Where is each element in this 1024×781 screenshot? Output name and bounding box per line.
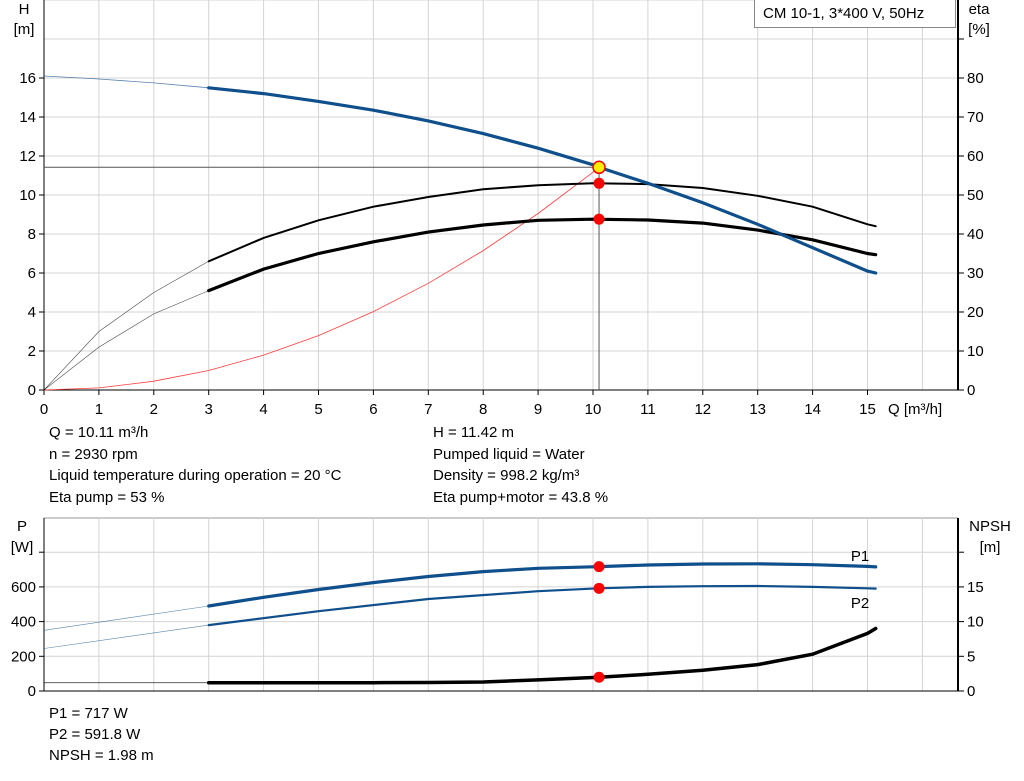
y-tick-label-left: 400 xyxy=(11,614,36,631)
info-npsh: NPSH = 1.98 m xyxy=(49,747,154,764)
eta-pump-motor-curve-extrapolated xyxy=(43,290,209,391)
y-tick-label-left: 0 xyxy=(28,382,36,399)
y-tick-label-left: 600 xyxy=(11,579,36,596)
y-axis-label-left: H xyxy=(19,1,30,18)
x-tick-label: 7 xyxy=(424,401,432,418)
info-q: Q = 10.11 m³/h xyxy=(49,424,149,441)
y-tick-label-left: 12 xyxy=(19,148,36,165)
x-tick-label: 15 xyxy=(859,401,876,418)
y-axis-label-left-unit: [W] xyxy=(11,539,34,556)
x-tick-label: 1 xyxy=(95,401,103,418)
x-axis-label: Q [m³/h] xyxy=(888,401,942,418)
y-tick-label-right: 15 xyxy=(967,579,984,596)
x-tick-label: 10 xyxy=(585,401,602,418)
x-tick-label: 13 xyxy=(749,401,766,418)
y-axis-label-right-unit: [%] xyxy=(968,21,990,38)
x-tick-label: 9 xyxy=(534,401,542,418)
y-tick-label-left: 2 xyxy=(28,343,36,360)
y-tick-label-right: 0 xyxy=(967,382,975,399)
x-tick-label: 3 xyxy=(205,401,213,418)
p2-curve-extrapolated xyxy=(43,624,209,649)
x-axis-label-bg xyxy=(884,397,956,417)
duty-point-eta-pump xyxy=(593,177,605,189)
duty-point-npsh xyxy=(593,671,605,683)
p1-curve-extrapolated xyxy=(43,605,209,631)
eta-pump-curve-extrapolated xyxy=(43,261,209,391)
y-tick-label-right: 10 xyxy=(967,614,984,631)
head-curve xyxy=(207,86,878,275)
y-tick-label-left: 0 xyxy=(28,683,36,700)
system-curve xyxy=(43,166,600,391)
eta-pump-curve xyxy=(207,182,877,263)
info-density: Density = 998.2 kg/m³ xyxy=(433,467,580,484)
y-tick-label-left: 200 xyxy=(11,648,36,665)
y-axis-label-right: eta xyxy=(969,1,991,18)
info-h: H = 11.42 m xyxy=(433,424,515,441)
y-tick-label-right: 5 xyxy=(967,648,975,665)
y-tick-label-left: 6 xyxy=(28,265,36,282)
duty-point-eta-pump-motor xyxy=(593,213,605,225)
info-eta-pump: Eta pump = 53 % xyxy=(49,489,165,506)
info-temperature: Liquid temperature during operation = 20… xyxy=(49,467,342,484)
y-tick-label-right: 80 xyxy=(967,70,984,87)
y-tick-label-left: 16 xyxy=(19,70,36,87)
y-axis-label-left: P xyxy=(17,518,27,535)
y-tick-label-left: 4 xyxy=(28,304,36,321)
x-tick-label: 4 xyxy=(259,401,267,418)
duty-point-p2 xyxy=(593,582,605,594)
info-p1: P1 = 717 W xyxy=(49,705,128,722)
x-tick-label: 5 xyxy=(314,401,322,418)
head-curve-extrapolated xyxy=(43,75,209,89)
info-liquid: Pumped liquid = Water xyxy=(433,446,585,463)
info-eta-pump-motor: Eta pump+motor = 43.8 % xyxy=(433,489,609,506)
y-tick-label-right: 70 xyxy=(967,109,984,126)
x-tick-label: 12 xyxy=(694,401,711,418)
y-tick-label-right: 30 xyxy=(967,265,984,282)
y-axis-label-right-unit: [m] xyxy=(980,539,1001,556)
x-tick-label: 8 xyxy=(479,401,487,418)
npsh-curve xyxy=(206,626,878,685)
eta-pump-motor-curve xyxy=(207,217,878,293)
y-axis-label-right: NPSH xyxy=(969,518,1011,535)
y-tick-label-right: 60 xyxy=(967,148,984,165)
duty-point-p1 xyxy=(593,561,605,573)
y-tick-label-left: 8 xyxy=(28,226,36,243)
y-tick-label-left: 14 xyxy=(19,109,36,126)
y-tick-label-left: 10 xyxy=(19,187,36,204)
x-tick-label: 0 xyxy=(40,401,48,418)
duty-point-head xyxy=(592,160,606,175)
y-tick-label-right: 20 xyxy=(967,304,984,321)
y-tick-label-right: 40 xyxy=(967,226,984,243)
p2-series-label: P2 xyxy=(851,595,869,612)
info-speed: n = 2930 rpm xyxy=(49,446,138,463)
p1-series-label: P1 xyxy=(851,548,869,565)
x-tick-label: 6 xyxy=(369,401,377,418)
y-axis-label-left-unit: [m] xyxy=(14,21,35,38)
x-tick-label: 11 xyxy=(640,401,656,418)
y-tick-label-right: 0 xyxy=(967,683,975,700)
chart-title: CM 10-1, 3*400 V, 50Hz xyxy=(754,0,956,28)
x-tick-label: 14 xyxy=(804,401,821,418)
p1-curve xyxy=(207,562,878,608)
y-tick-label-right: 50 xyxy=(967,187,984,204)
x-tick-label: 2 xyxy=(150,401,158,418)
info-p2: P2 = 591.8 W xyxy=(49,726,141,743)
p2-curve xyxy=(207,584,877,627)
y-tick-label-right: 10 xyxy=(967,343,984,360)
